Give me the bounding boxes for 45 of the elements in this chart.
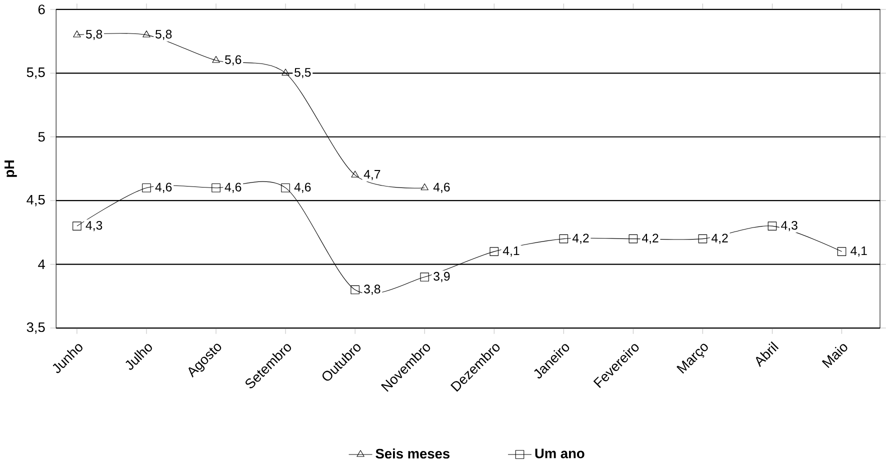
y-axis-title: pH (4, 160, 17, 177)
data-label: 4,6 (294, 182, 311, 193)
y-tick-label: 3,5 (26, 322, 45, 334)
point (282, 68, 290, 76)
point (837, 247, 846, 256)
point (212, 183, 220, 192)
point (72, 222, 82, 230)
data-label: 4,1 (850, 246, 867, 257)
point (351, 170, 359, 178)
data-label: 5,8 (86, 30, 102, 40)
point (698, 234, 708, 244)
data-label: 5,6 (225, 55, 242, 66)
y-tick-label: 5,5 (26, 68, 45, 79)
point (281, 183, 290, 192)
y-tick-label: 4 (38, 260, 45, 270)
y-tick-label: 6 (38, 4, 45, 14)
data-label: 4,1 (502, 246, 520, 257)
legend-label: Um ano (535, 448, 584, 458)
data-label: 4,6 (224, 182, 242, 193)
data-label: 4,2 (572, 234, 589, 244)
data-label: 4,3 (781, 220, 798, 232)
data-label: 4,6 (155, 182, 172, 193)
point (628, 234, 638, 244)
point (142, 30, 150, 38)
data-label: 5,8 (156, 30, 172, 40)
data-label: 4,6 (433, 182, 450, 193)
y-tick-label: 5 (38, 132, 45, 142)
data-label: 4,3 (86, 220, 102, 232)
point (559, 234, 568, 244)
point (212, 56, 220, 63)
point (142, 183, 151, 192)
point (768, 222, 777, 230)
data-label: 3,9 (434, 272, 450, 282)
data-label: 4,2 (642, 234, 658, 244)
data-label: 3,8 (364, 284, 380, 295)
y-tick-label: 4,5 (26, 194, 45, 206)
point (350, 285, 360, 294)
point (490, 247, 499, 256)
point (73, 30, 81, 38)
point (420, 272, 429, 282)
data-label: 4,2 (712, 234, 728, 244)
point (420, 183, 428, 190)
data-label: 5,5 (294, 68, 311, 78)
legend-label: Seis meses (376, 448, 450, 459)
data-label: 4,7 (364, 170, 380, 180)
